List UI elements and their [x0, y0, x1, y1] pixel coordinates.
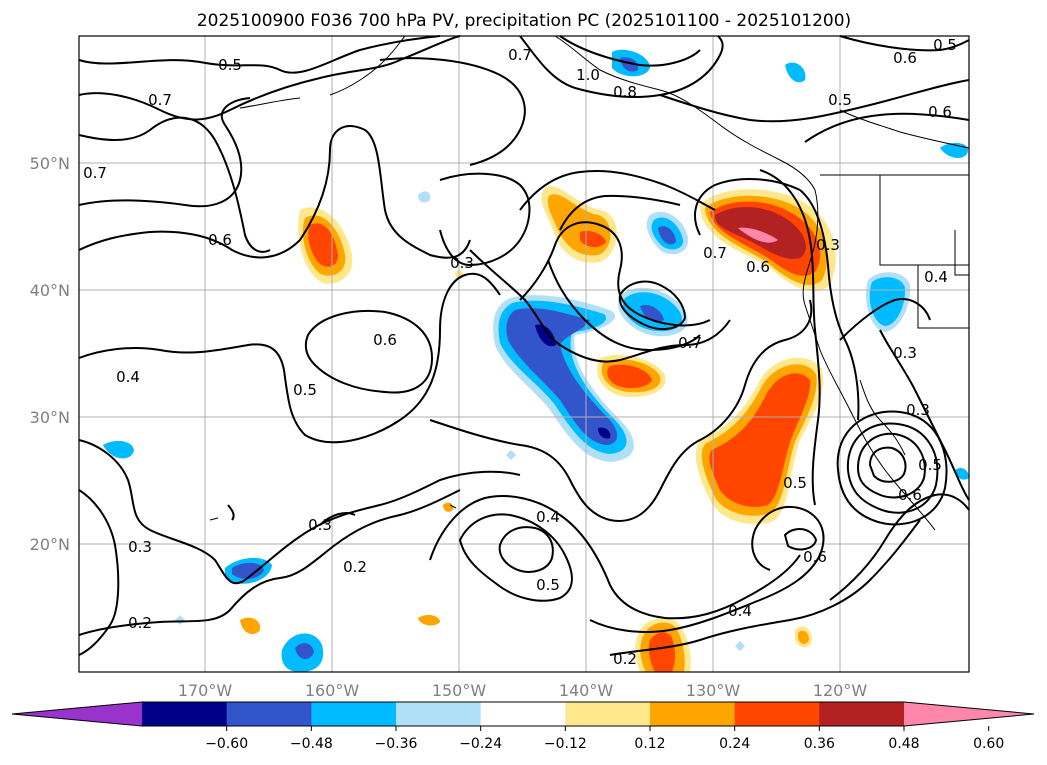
- map-panel: 0.5 0.7 0.7 0.6 0.3 0.6 0.5 0.4 0.3 0.2 …: [78, 35, 970, 673]
- contour-label: 0.6: [208, 231, 232, 249]
- contour-label: 0.3: [450, 254, 474, 272]
- colorbar-bin: [565, 702, 651, 726]
- contour-label: 0.6: [898, 486, 922, 504]
- lat-label: 40°N: [30, 281, 70, 300]
- contour-label: 0.2: [613, 650, 637, 668]
- lat-label: 30°N: [30, 408, 70, 427]
- lon-label: 160°W: [305, 681, 360, 700]
- contour-label: 0.6: [373, 331, 397, 349]
- colorbar-tick-label: −0.60: [205, 736, 248, 752]
- contour-label: 0.5: [918, 456, 942, 474]
- contour-label: 0.5: [218, 56, 242, 74]
- colorbar-extension-high: [904, 702, 1034, 726]
- contour-label: 0.8: [613, 83, 637, 101]
- contour-label: 0.2: [343, 558, 367, 576]
- lat-label: 50°N: [30, 154, 70, 173]
- coastlines: [209, 35, 970, 531]
- map-frame: [78, 35, 970, 673]
- contour-label: 0.4: [924, 268, 948, 286]
- contour-label: 0.6: [928, 103, 952, 121]
- colorbar-tick-label: −0.12: [544, 736, 587, 752]
- colorbar-bin: [650, 702, 736, 726]
- lon-label: 130°W: [686, 681, 741, 700]
- contour-label: 0.3: [906, 401, 930, 419]
- chart-title: 2025100900 F036 700 hPa PV, precipitatio…: [197, 11, 851, 31]
- contour-label: 0.5: [933, 36, 957, 54]
- contour-label: 0.7: [148, 91, 172, 109]
- contour-labels: 0.5 0.7 0.7 0.6 0.3 0.6 0.5 0.4 0.3 0.2 …: [83, 36, 957, 668]
- contour-label: 0.5: [536, 576, 560, 594]
- contour-label: 0.7: [508, 46, 532, 64]
- longitude-labels: 170°W 160°W 150°W 140°W 130°W 120°W: [178, 681, 868, 700]
- contour-label: 0.4: [728, 602, 752, 620]
- contour-label: 0.5: [293, 381, 317, 399]
- precipitation-fill: [103, 49, 969, 672]
- lon-label: 150°W: [432, 681, 487, 700]
- colorbar-tick-label: 0.12: [634, 736, 665, 752]
- colorbar-tick-label: −0.36: [375, 736, 418, 752]
- contour-label: 0.2: [128, 614, 152, 632]
- contour-label: 0.7: [678, 334, 702, 352]
- colorbar-bin: [142, 702, 228, 726]
- colorbar-tick-label: 0.24: [719, 736, 750, 752]
- contour-label: 1.0: [576, 66, 600, 84]
- colorbar-bin: [226, 702, 312, 726]
- latitude-labels: 50°N 40°N 30°N 20°N: [30, 154, 70, 554]
- contour-label: 0.6: [746, 258, 770, 276]
- contour-label: 0.6: [893, 49, 917, 67]
- contour-label: 0.4: [536, 508, 560, 526]
- lon-label: 140°W: [559, 681, 614, 700]
- lon-label: 170°W: [178, 681, 233, 700]
- contour-label: 0.7: [703, 244, 727, 262]
- colorbar-bin: [480, 702, 566, 726]
- contour-label: 0.5: [828, 91, 852, 109]
- contour-label: 0.7: [83, 164, 107, 182]
- colorbar-bin: [396, 702, 482, 726]
- lon-label: 120°W: [813, 681, 868, 700]
- contour-label: 0.3: [816, 236, 840, 254]
- lat-label: 20°N: [30, 535, 70, 554]
- contour-label: 0.5: [783, 474, 807, 492]
- gridlines: [79, 36, 969, 672]
- contour-label: 0.4: [116, 368, 140, 386]
- contour-label: 0.3: [128, 538, 152, 556]
- contour-label: 0.6: [803, 548, 827, 566]
- contour-label: 0.3: [893, 344, 917, 362]
- colorbar-tick-label: −0.48: [290, 736, 333, 752]
- colorbar-bin: [819, 702, 905, 726]
- colorbar-outline: [11, 701, 1035, 727]
- colorbar-bin: [734, 702, 820, 726]
- contour-label: 0.3: [308, 516, 332, 534]
- colorbar: −0.60 −0.48 −0.36 −0.24 −0.12 0.12 0.24 0.36 0.4…: [11, 701, 1035, 752]
- colorbar-bin: [311, 702, 397, 726]
- colorbar-extension-low: [12, 702, 142, 726]
- colorbar-tick-label: 0.60: [973, 736, 1004, 752]
- colorbar-tick-label: 0.36: [804, 736, 835, 752]
- pv-contours: [78, 35, 970, 656]
- colorbar-tick-label: 0.48: [888, 736, 919, 752]
- colorbar-tick-label: −0.24: [459, 736, 502, 752]
